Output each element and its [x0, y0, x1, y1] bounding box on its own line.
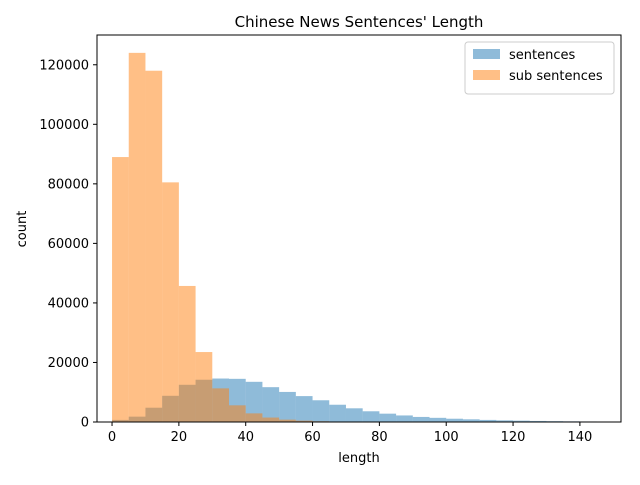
legend: sentences sub sentences — [465, 42, 614, 94]
y-tick-label: 60000 — [48, 237, 89, 252]
x-tick-label: 80 — [371, 430, 388, 445]
y-tick-label: 100000 — [39, 118, 89, 133]
y-tick-label: 0 — [81, 416, 89, 431]
histogram-bar — [346, 408, 363, 422]
histogram-bar — [262, 418, 279, 422]
histogram-bar — [379, 414, 396, 422]
histogram-bar — [145, 71, 162, 422]
x-tick-label: 100 — [434, 430, 459, 445]
y-tick-label: 40000 — [48, 296, 89, 311]
y-tick-label: 80000 — [48, 177, 89, 192]
legend-swatch — [473, 49, 500, 59]
histogram-bar — [162, 182, 179, 422]
x-tick-label: 40 — [237, 430, 254, 445]
histogram-bar — [262, 387, 279, 422]
histogram-bar — [413, 417, 430, 422]
histogram-bar — [296, 396, 313, 422]
y-tick-label: 20000 — [48, 356, 89, 371]
x-tick-label: 120 — [501, 430, 526, 445]
legend-label: sub sentences — [509, 69, 603, 84]
legend-label: sentences — [509, 48, 575, 63]
histogram-bar — [430, 418, 447, 422]
histogram-bar — [129, 53, 146, 422]
x-tick-label: 60 — [304, 430, 321, 445]
histogram-bar — [246, 413, 263, 422]
x-tick-label: 0 — [108, 430, 116, 445]
histogram-bar — [329, 405, 346, 422]
histogram-bar — [229, 405, 246, 422]
histogram-bar — [279, 392, 296, 422]
legend-swatch — [473, 70, 500, 80]
histogram-bar — [112, 157, 129, 422]
y-axis-label: count — [15, 211, 30, 248]
histogram-bar — [212, 388, 229, 422]
histogram-bar — [179, 286, 196, 422]
x-tick-label: 20 — [171, 430, 188, 445]
histogram-bar — [396, 415, 413, 422]
histogram-bar — [196, 352, 213, 422]
chart-title: Chinese News Sentences' Length — [235, 13, 484, 31]
histogram-bar — [313, 400, 330, 422]
x-tick-label: 140 — [567, 430, 592, 445]
histogram-bar — [363, 411, 380, 422]
y-tick-label: 120000 — [39, 58, 89, 73]
x-axis-label: length — [338, 451, 379, 466]
